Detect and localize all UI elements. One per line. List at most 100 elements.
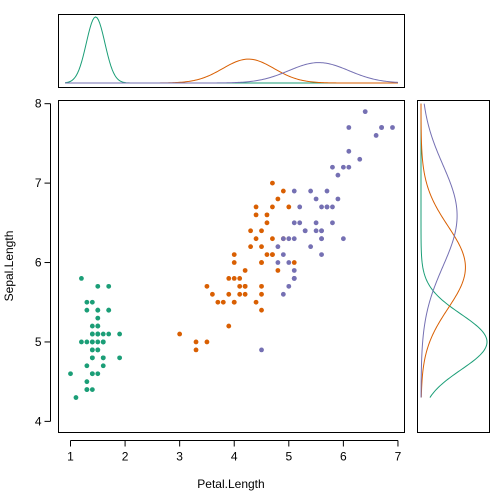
top-density-curve: [65, 62, 398, 84]
x-tick-label: 3: [176, 450, 183, 464]
y-tick-label: 7: [35, 176, 42, 190]
data-point: [275, 244, 281, 250]
data-point: [100, 339, 106, 345]
data-point: [259, 347, 264, 353]
data-point: [68, 371, 73, 377]
y-axis-label: Sepal.Length: [2, 231, 16, 302]
data-point: [308, 188, 314, 194]
data-point: [259, 283, 264, 289]
data-point: [95, 315, 101, 321]
data-point: [100, 355, 106, 361]
data-point: [330, 204, 335, 210]
data-point: [226, 276, 232, 281]
y-tick-label: 4: [35, 414, 42, 428]
data-point: [280, 188, 286, 194]
data-point: [302, 228, 308, 234]
data-point: [286, 236, 292, 242]
top-density-curve: [65, 58, 398, 84]
data-point: [84, 387, 90, 393]
data-point: [330, 220, 335, 226]
data-point: [319, 252, 324, 257]
data-point: [313, 220, 319, 226]
data-point: [253, 204, 259, 210]
x-tick-label: 6: [340, 450, 347, 464]
data-point: [106, 283, 112, 289]
x-tick-label: 7: [395, 450, 402, 464]
data-point: [270, 204, 275, 210]
x-tick-label: 2: [122, 450, 129, 464]
data-point: [275, 260, 281, 265]
data-point: [242, 291, 248, 297]
data-point: [89, 339, 95, 345]
data-point: [313, 228, 319, 234]
data-point: [291, 276, 297, 281]
top-density-frame: [58, 14, 405, 88]
data-point: [100, 331, 106, 337]
data-point: [286, 204, 292, 210]
data-point: [242, 268, 248, 273]
data-point: [231, 299, 237, 305]
data-point: [248, 244, 254, 250]
right-density-curve: [420, 103, 466, 398]
data-point: [215, 299, 221, 305]
data-point: [280, 291, 286, 297]
data-point: [117, 331, 123, 337]
data-point: [297, 204, 303, 210]
right-density-panel: [417, 100, 490, 433]
data-point: [340, 164, 346, 170]
data-point: [89, 371, 95, 377]
data-point: [270, 252, 275, 257]
data-point: [319, 228, 324, 234]
data-point: [291, 236, 297, 242]
data-point: [270, 236, 275, 242]
data-point: [357, 156, 363, 162]
data-point: [237, 276, 243, 281]
right-density-curve: [420, 103, 458, 398]
data-point: [346, 148, 352, 154]
data-point: [291, 260, 297, 265]
scatter-frame: [58, 100, 405, 433]
data-point: [253, 212, 259, 218]
data-point: [193, 339, 199, 345]
right-density-frame: [417, 100, 490, 433]
data-point: [89, 331, 95, 337]
data-point: [95, 371, 101, 377]
data-point: [253, 236, 259, 242]
data-point: [340, 236, 346, 242]
data-point: [259, 244, 264, 250]
data-point: [253, 299, 259, 305]
data-point: [84, 363, 90, 369]
data-point: [242, 283, 248, 289]
data-point: [248, 228, 254, 234]
data-point: [95, 323, 101, 329]
y-axis: 4 5 6 7 8: [35, 97, 51, 428]
data-point: [226, 323, 232, 329]
data-point: [264, 220, 270, 226]
data-point: [95, 283, 101, 289]
data-point: [204, 283, 210, 289]
data-point: [275, 196, 281, 202]
data-point: [291, 188, 297, 194]
data-point: [231, 276, 237, 281]
data-point: [220, 299, 226, 305]
x-tick-label: 4: [231, 450, 238, 464]
data-point: [231, 252, 237, 257]
data-point: [313, 196, 319, 202]
data-point: [84, 299, 90, 305]
data-point: [346, 164, 352, 170]
right-density-curve: [420, 103, 488, 398]
data-point: [280, 252, 286, 257]
data-point: [204, 339, 210, 345]
data-point: [226, 291, 232, 297]
data-point: [324, 204, 330, 210]
data-point: [106, 331, 112, 337]
data-point: [89, 323, 95, 329]
x-axis-label: Petal.Length: [197, 477, 264, 491]
data-point: [79, 276, 84, 281]
data-point: [390, 125, 395, 130]
data-point: [319, 236, 324, 242]
data-point: [106, 307, 112, 313]
data-point: [84, 379, 90, 385]
data-point: [73, 395, 79, 400]
